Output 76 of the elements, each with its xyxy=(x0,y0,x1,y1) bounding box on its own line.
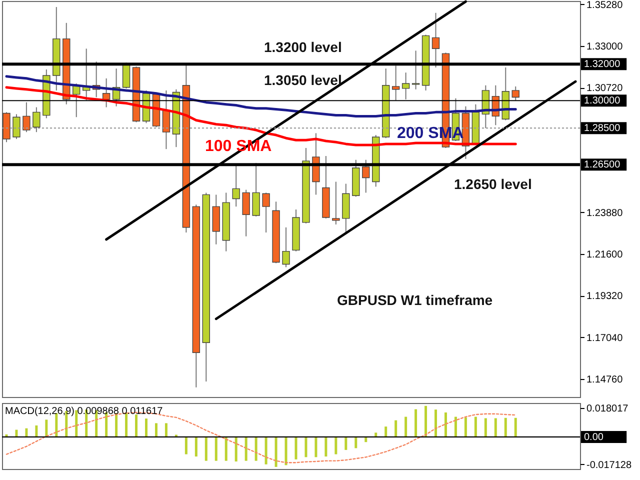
candlestick xyxy=(362,159,370,194)
bar xyxy=(45,420,48,437)
bar xyxy=(514,418,517,437)
bar xyxy=(254,436,258,461)
bar xyxy=(324,436,328,457)
bar xyxy=(284,436,288,466)
y-tick-label: 1.14760 xyxy=(586,374,624,386)
bar xyxy=(204,436,208,461)
bar xyxy=(244,436,248,461)
bar xyxy=(464,417,467,437)
line-series xyxy=(5,75,517,118)
bar xyxy=(334,436,338,454)
candlestick xyxy=(22,102,30,133)
bar xyxy=(145,418,148,437)
candlestick xyxy=(332,181,340,225)
bar xyxy=(314,436,318,458)
y-tick-label: 0.018017 xyxy=(586,404,629,415)
bar xyxy=(424,406,428,437)
bar xyxy=(504,418,507,437)
bar xyxy=(404,416,408,437)
candlestick xyxy=(12,114,20,140)
candlestick xyxy=(512,86,520,101)
y-tick-label: 1.23880 xyxy=(586,208,624,219)
bar xyxy=(224,436,228,461)
bar xyxy=(264,436,268,464)
bar xyxy=(35,425,38,437)
y-tick-label: 1.19320 xyxy=(586,291,624,302)
bar xyxy=(394,420,398,437)
bar xyxy=(194,436,198,457)
ref-line-label: 1.32000 xyxy=(584,59,621,70)
candlestick xyxy=(402,72,410,100)
y-tick-label: -0.017128 xyxy=(586,460,632,471)
bar xyxy=(274,436,278,467)
annotation: 1.3050 level xyxy=(264,72,342,88)
bar xyxy=(434,410,437,437)
candlestick xyxy=(242,189,250,237)
bar xyxy=(484,418,487,437)
bar xyxy=(15,430,18,437)
y-tick-label: 1.33000 xyxy=(586,41,624,52)
candlestick xyxy=(412,50,420,90)
y-tick-label: 1.17040 xyxy=(586,332,624,344)
bar xyxy=(494,418,497,437)
bar xyxy=(294,436,298,460)
bar xyxy=(25,428,28,437)
bar xyxy=(444,412,447,437)
y-tick-label: 1.30720 xyxy=(586,83,624,94)
candlestick xyxy=(262,192,270,233)
annotation: 1.2650 level xyxy=(454,176,532,192)
ref-line-label: 1.26500 xyxy=(584,160,621,171)
bar xyxy=(414,409,418,437)
bar xyxy=(135,414,138,437)
y-tick-label: 1.35280 xyxy=(586,0,624,11)
candlestick xyxy=(32,106,40,133)
ref-line-label: 1.30000 xyxy=(584,96,621,107)
annotation: 1.3200 level xyxy=(264,39,342,55)
bar xyxy=(454,416,457,437)
bar xyxy=(344,436,348,450)
bar xyxy=(164,423,168,437)
bar xyxy=(354,436,358,448)
bar xyxy=(154,423,158,437)
bar xyxy=(184,436,188,454)
annotation: GBPUSD W1 timeframe xyxy=(337,292,493,308)
y-tick-label: 1.21600 xyxy=(586,250,624,261)
bar xyxy=(214,436,218,461)
bar xyxy=(234,436,238,462)
bar xyxy=(304,436,308,458)
candlestick xyxy=(102,78,110,108)
ref-line-label: 1.28500 xyxy=(584,123,621,134)
candlestick xyxy=(282,226,290,268)
bar xyxy=(384,426,388,437)
ref-line-label: 0.00 xyxy=(584,432,604,443)
candlestick xyxy=(232,164,240,208)
candlestick xyxy=(432,12,440,68)
candlestick xyxy=(392,65,400,101)
bar xyxy=(75,410,78,437)
bar xyxy=(474,416,477,437)
